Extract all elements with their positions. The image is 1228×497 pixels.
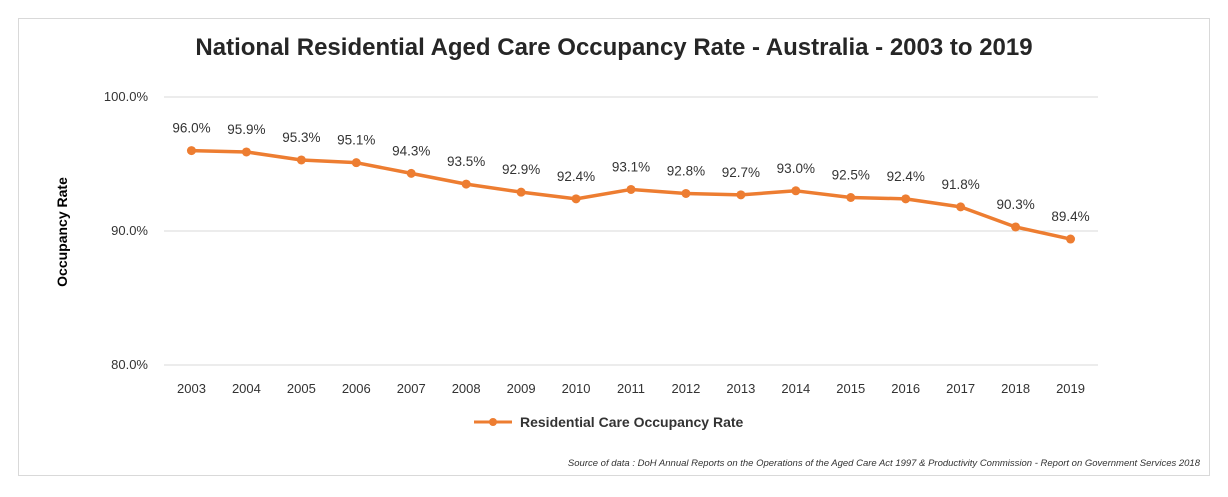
x-tick-label: 2015 <box>836 381 865 396</box>
data-point <box>626 184 636 194</box>
data-point <box>571 194 581 204</box>
source-note: Source of data : DoH Annual Reports on t… <box>567 458 1200 469</box>
legend-label: Residential Care Occupancy Rate <box>520 414 744 430</box>
data-label: 92.4% <box>557 169 595 184</box>
x-tick-label: 2013 <box>726 381 755 396</box>
data-label: 95.1% <box>337 133 375 148</box>
x-tick-label: 2007 <box>397 381 426 396</box>
data-label: 92.9% <box>502 162 540 177</box>
data-label: 95.9% <box>227 122 265 137</box>
x-tick-label: 2006 <box>342 381 371 396</box>
data-label: 92.7% <box>722 165 760 180</box>
data-point <box>186 146 196 156</box>
data-point <box>351 158 361 168</box>
y-tick-label: 90.0% <box>111 223 148 238</box>
x-tick-label: 2005 <box>287 381 316 396</box>
x-tick-label: 2004 <box>232 381 261 396</box>
data-label: 89.4% <box>1051 209 1089 224</box>
data-point <box>681 188 691 198</box>
x-tick-label: 2003 <box>177 381 206 396</box>
y-tick-label: 80.0% <box>111 357 148 372</box>
x-tick-label: 2008 <box>452 381 481 396</box>
data-point <box>791 186 801 196</box>
data-label: 92.8% <box>667 163 705 178</box>
x-tick-label: 2012 <box>671 381 700 396</box>
data-label: 93.0% <box>777 161 815 176</box>
x-tick-label: 2014 <box>781 381 810 396</box>
chart-frame <box>18 18 1210 476</box>
x-tick-label: 2010 <box>562 381 591 396</box>
y-tick-label: 100.0% <box>104 89 149 104</box>
chart-title: National Residential Aged Care Occupancy… <box>195 34 1033 61</box>
data-point <box>516 187 526 197</box>
data-point <box>296 155 306 165</box>
x-tick-label: 2017 <box>946 381 975 396</box>
data-point <box>901 194 911 204</box>
data-point <box>736 190 746 200</box>
data-label: 93.1% <box>612 159 650 174</box>
data-label: 95.3% <box>282 130 320 145</box>
data-point <box>846 193 856 202</box>
x-tick-label: 2018 <box>1001 381 1030 396</box>
data-label: 94.3% <box>392 143 430 158</box>
data-label: 92.4% <box>887 169 925 184</box>
data-label: 93.5% <box>447 154 485 169</box>
x-tick-label: 2019 <box>1056 381 1085 396</box>
data-label: 92.5% <box>832 168 870 183</box>
data-point <box>1066 234 1076 244</box>
x-tick-label: 2009 <box>507 381 536 396</box>
data-point <box>956 202 966 212</box>
legend-swatch <box>472 415 514 429</box>
data-label: 91.8% <box>942 177 980 192</box>
data-label: 96.0% <box>172 121 210 136</box>
data-point <box>1011 222 1021 232</box>
x-tick-label: 2011 <box>617 381 645 396</box>
data-point <box>406 168 416 178</box>
x-tick-label: 2016 <box>891 381 920 396</box>
data-point <box>241 147 251 157</box>
data-point <box>461 179 471 189</box>
data-label: 90.3% <box>996 197 1034 212</box>
legend: Residential Care Occupancy Rate <box>472 414 743 430</box>
